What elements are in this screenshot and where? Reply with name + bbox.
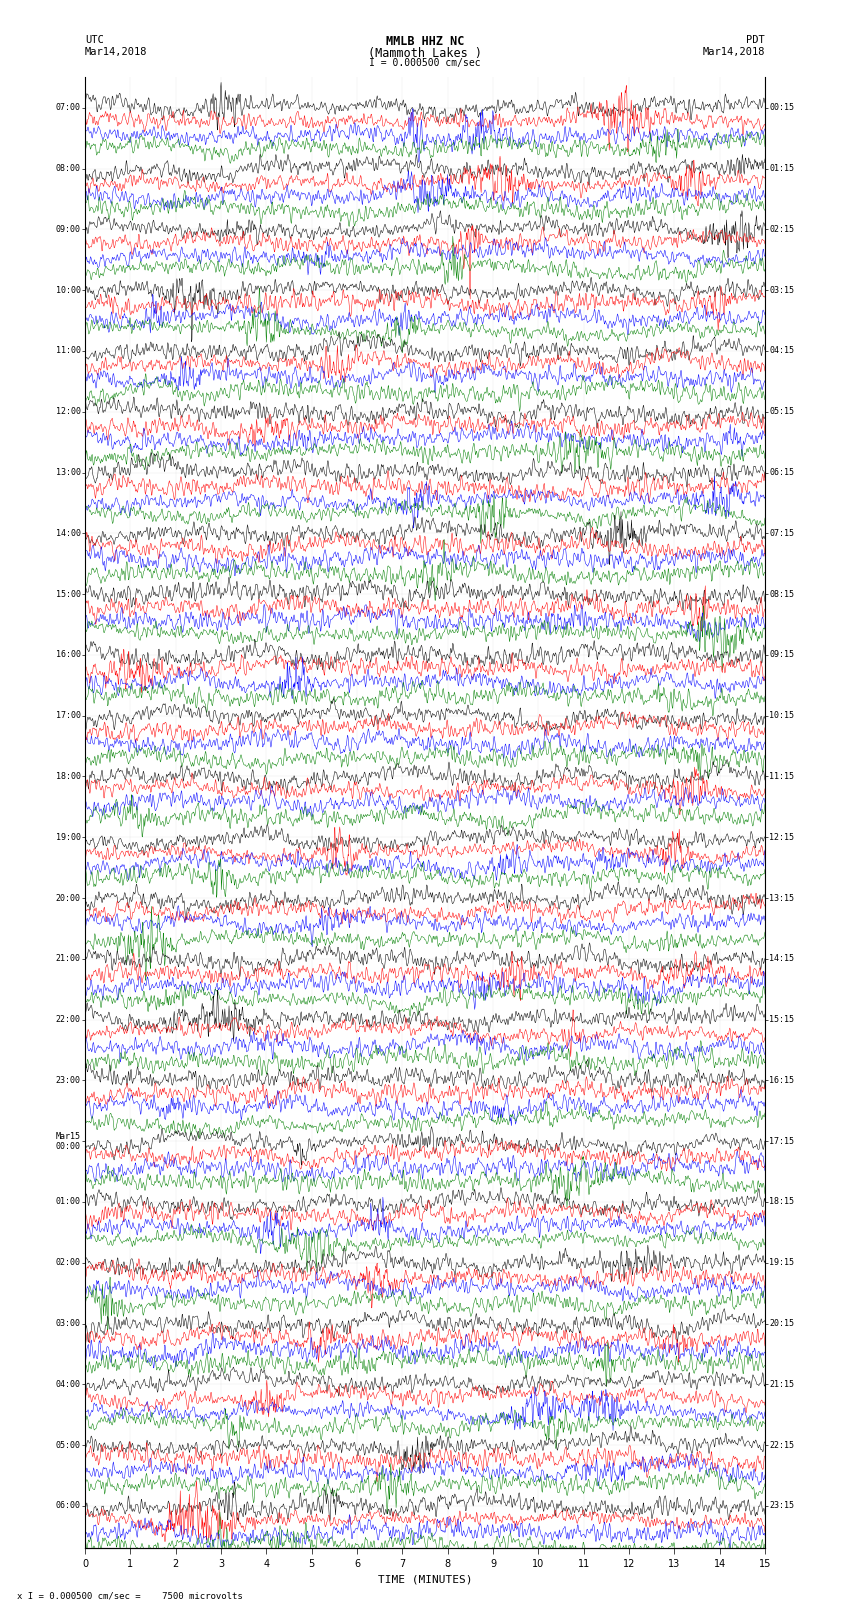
X-axis label: TIME (MINUTES): TIME (MINUTES) [377,1574,473,1584]
Text: Mar14,2018: Mar14,2018 [702,47,765,56]
Text: (Mammoth Lakes ): (Mammoth Lakes ) [368,47,482,60]
Text: PDT: PDT [746,35,765,45]
Text: I = 0.000500 cm/sec: I = 0.000500 cm/sec [369,58,481,68]
Text: UTC: UTC [85,35,104,45]
Text: x I = 0.000500 cm/sec =    7500 microvolts: x I = 0.000500 cm/sec = 7500 microvolts [17,1590,243,1600]
Text: MMLB HHZ NC: MMLB HHZ NC [386,35,464,48]
Text: Mar14,2018: Mar14,2018 [85,47,148,56]
